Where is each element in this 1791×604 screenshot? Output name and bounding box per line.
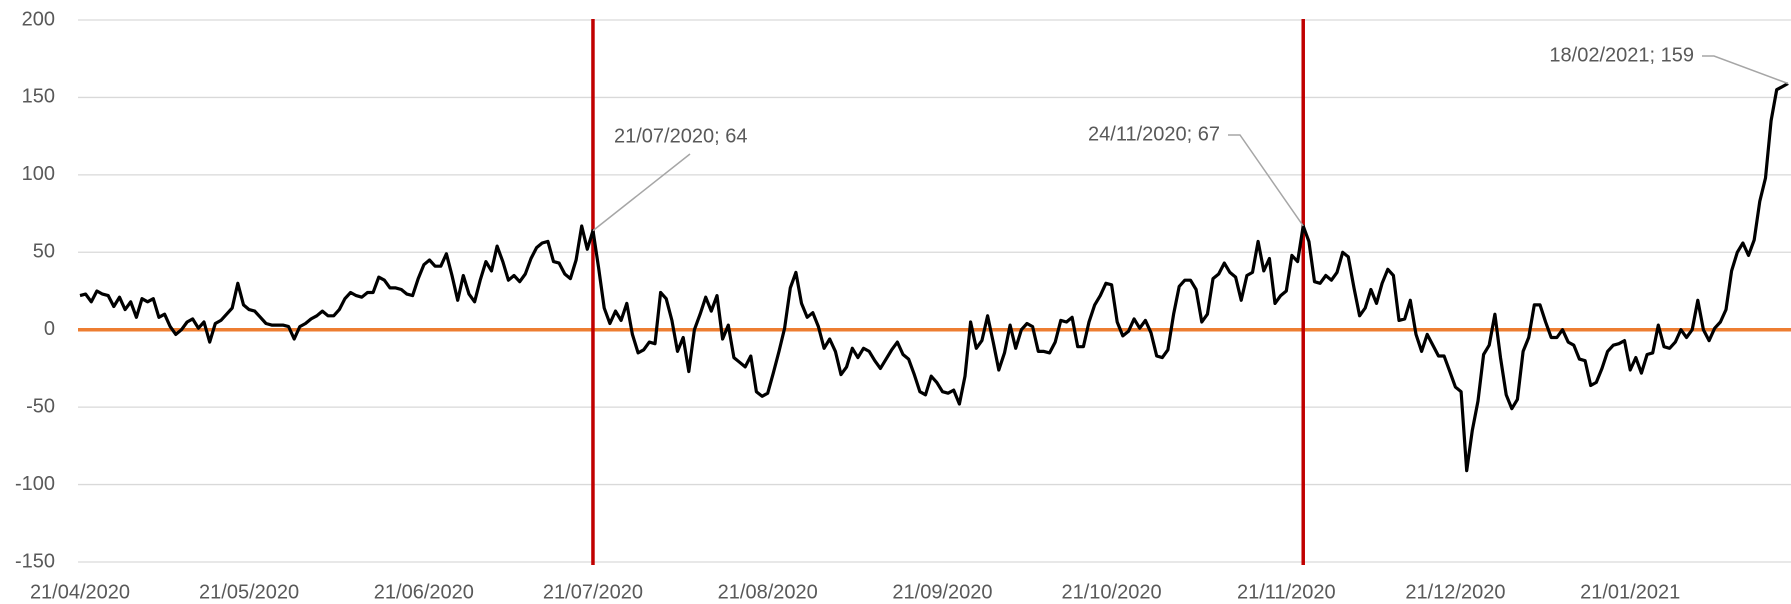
annotation-label: 21/07/2020; 64 <box>614 125 747 147</box>
annotation-leader <box>592 153 691 232</box>
annotation-leader <box>1228 134 1304 227</box>
y-tick-label: 100 <box>22 163 55 185</box>
x-tick-label: 21/10/2020 <box>1062 581 1162 603</box>
y-tick-label: 50 <box>33 241 55 263</box>
x-tick-label: 21/07/2020 <box>543 581 643 603</box>
y-tick-label: 200 <box>22 8 55 30</box>
y-tick-label: -50 <box>26 395 55 417</box>
x-tick-label: 21/08/2020 <box>718 581 818 603</box>
data-line <box>79 82 1789 473</box>
annotation-label: 18/02/2021; 159 <box>1549 44 1694 66</box>
x-tick-label: 21/04/2020 <box>30 581 130 603</box>
x-tick-label: 21/05/2020 <box>199 581 299 603</box>
y-tick-label: 150 <box>22 86 55 108</box>
y-tick-label: -100 <box>15 473 55 495</box>
x-tick-label: 21/06/2020 <box>374 581 474 603</box>
x-tick-label: 21/01/2021 <box>1580 581 1680 603</box>
x-tick-label: 21/09/2020 <box>892 581 992 603</box>
annotation-label: 24/11/2020; 67 <box>1088 123 1220 145</box>
y-tick-label: -150 <box>15 550 55 572</box>
x-tick-label: 21/11/2020 <box>1237 581 1336 603</box>
y-tick-label: 0 <box>44 318 55 340</box>
annotation-leader <box>1702 55 1789 85</box>
x-tick-label: 21/12/2020 <box>1405 581 1505 603</box>
